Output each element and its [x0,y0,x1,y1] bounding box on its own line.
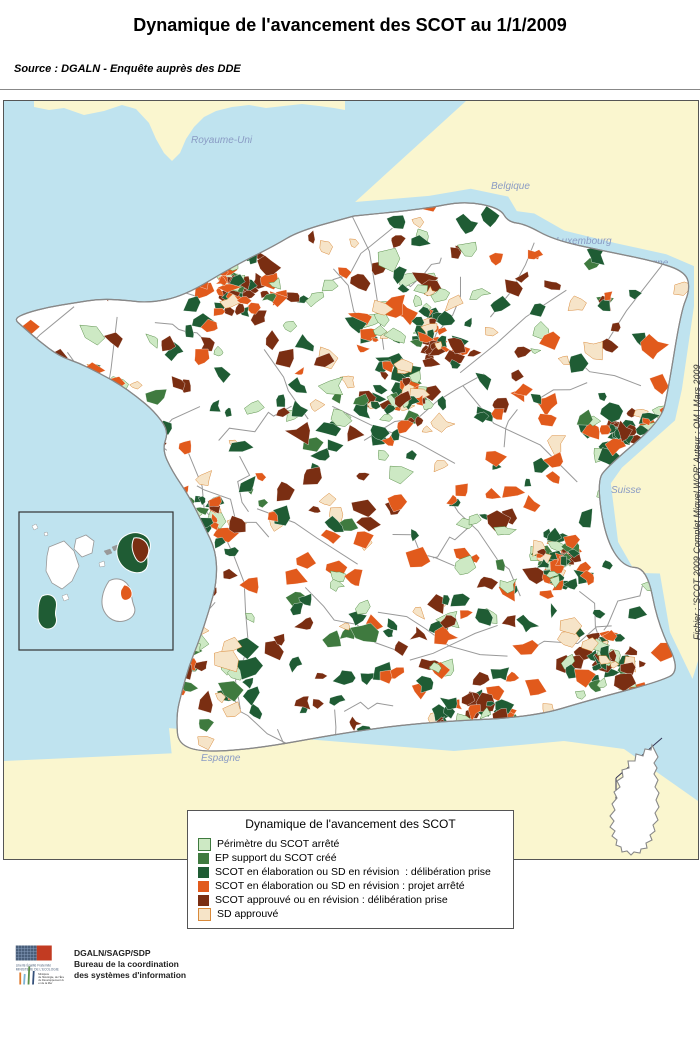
svg-text:Espagne: Espagne [201,753,241,764]
svg-text:MINISTERE DE L'ECOLOGIE: MINISTERE DE L'ECOLOGIE [16,967,60,971]
svg-text:et de la Mer: et de la Mer [38,981,52,985]
svg-text:Royaume-Uni: Royaume-Uni [191,135,253,146]
svg-text:Belgique: Belgique [491,181,530,192]
svg-text:Suisse: Suisse [611,485,641,496]
